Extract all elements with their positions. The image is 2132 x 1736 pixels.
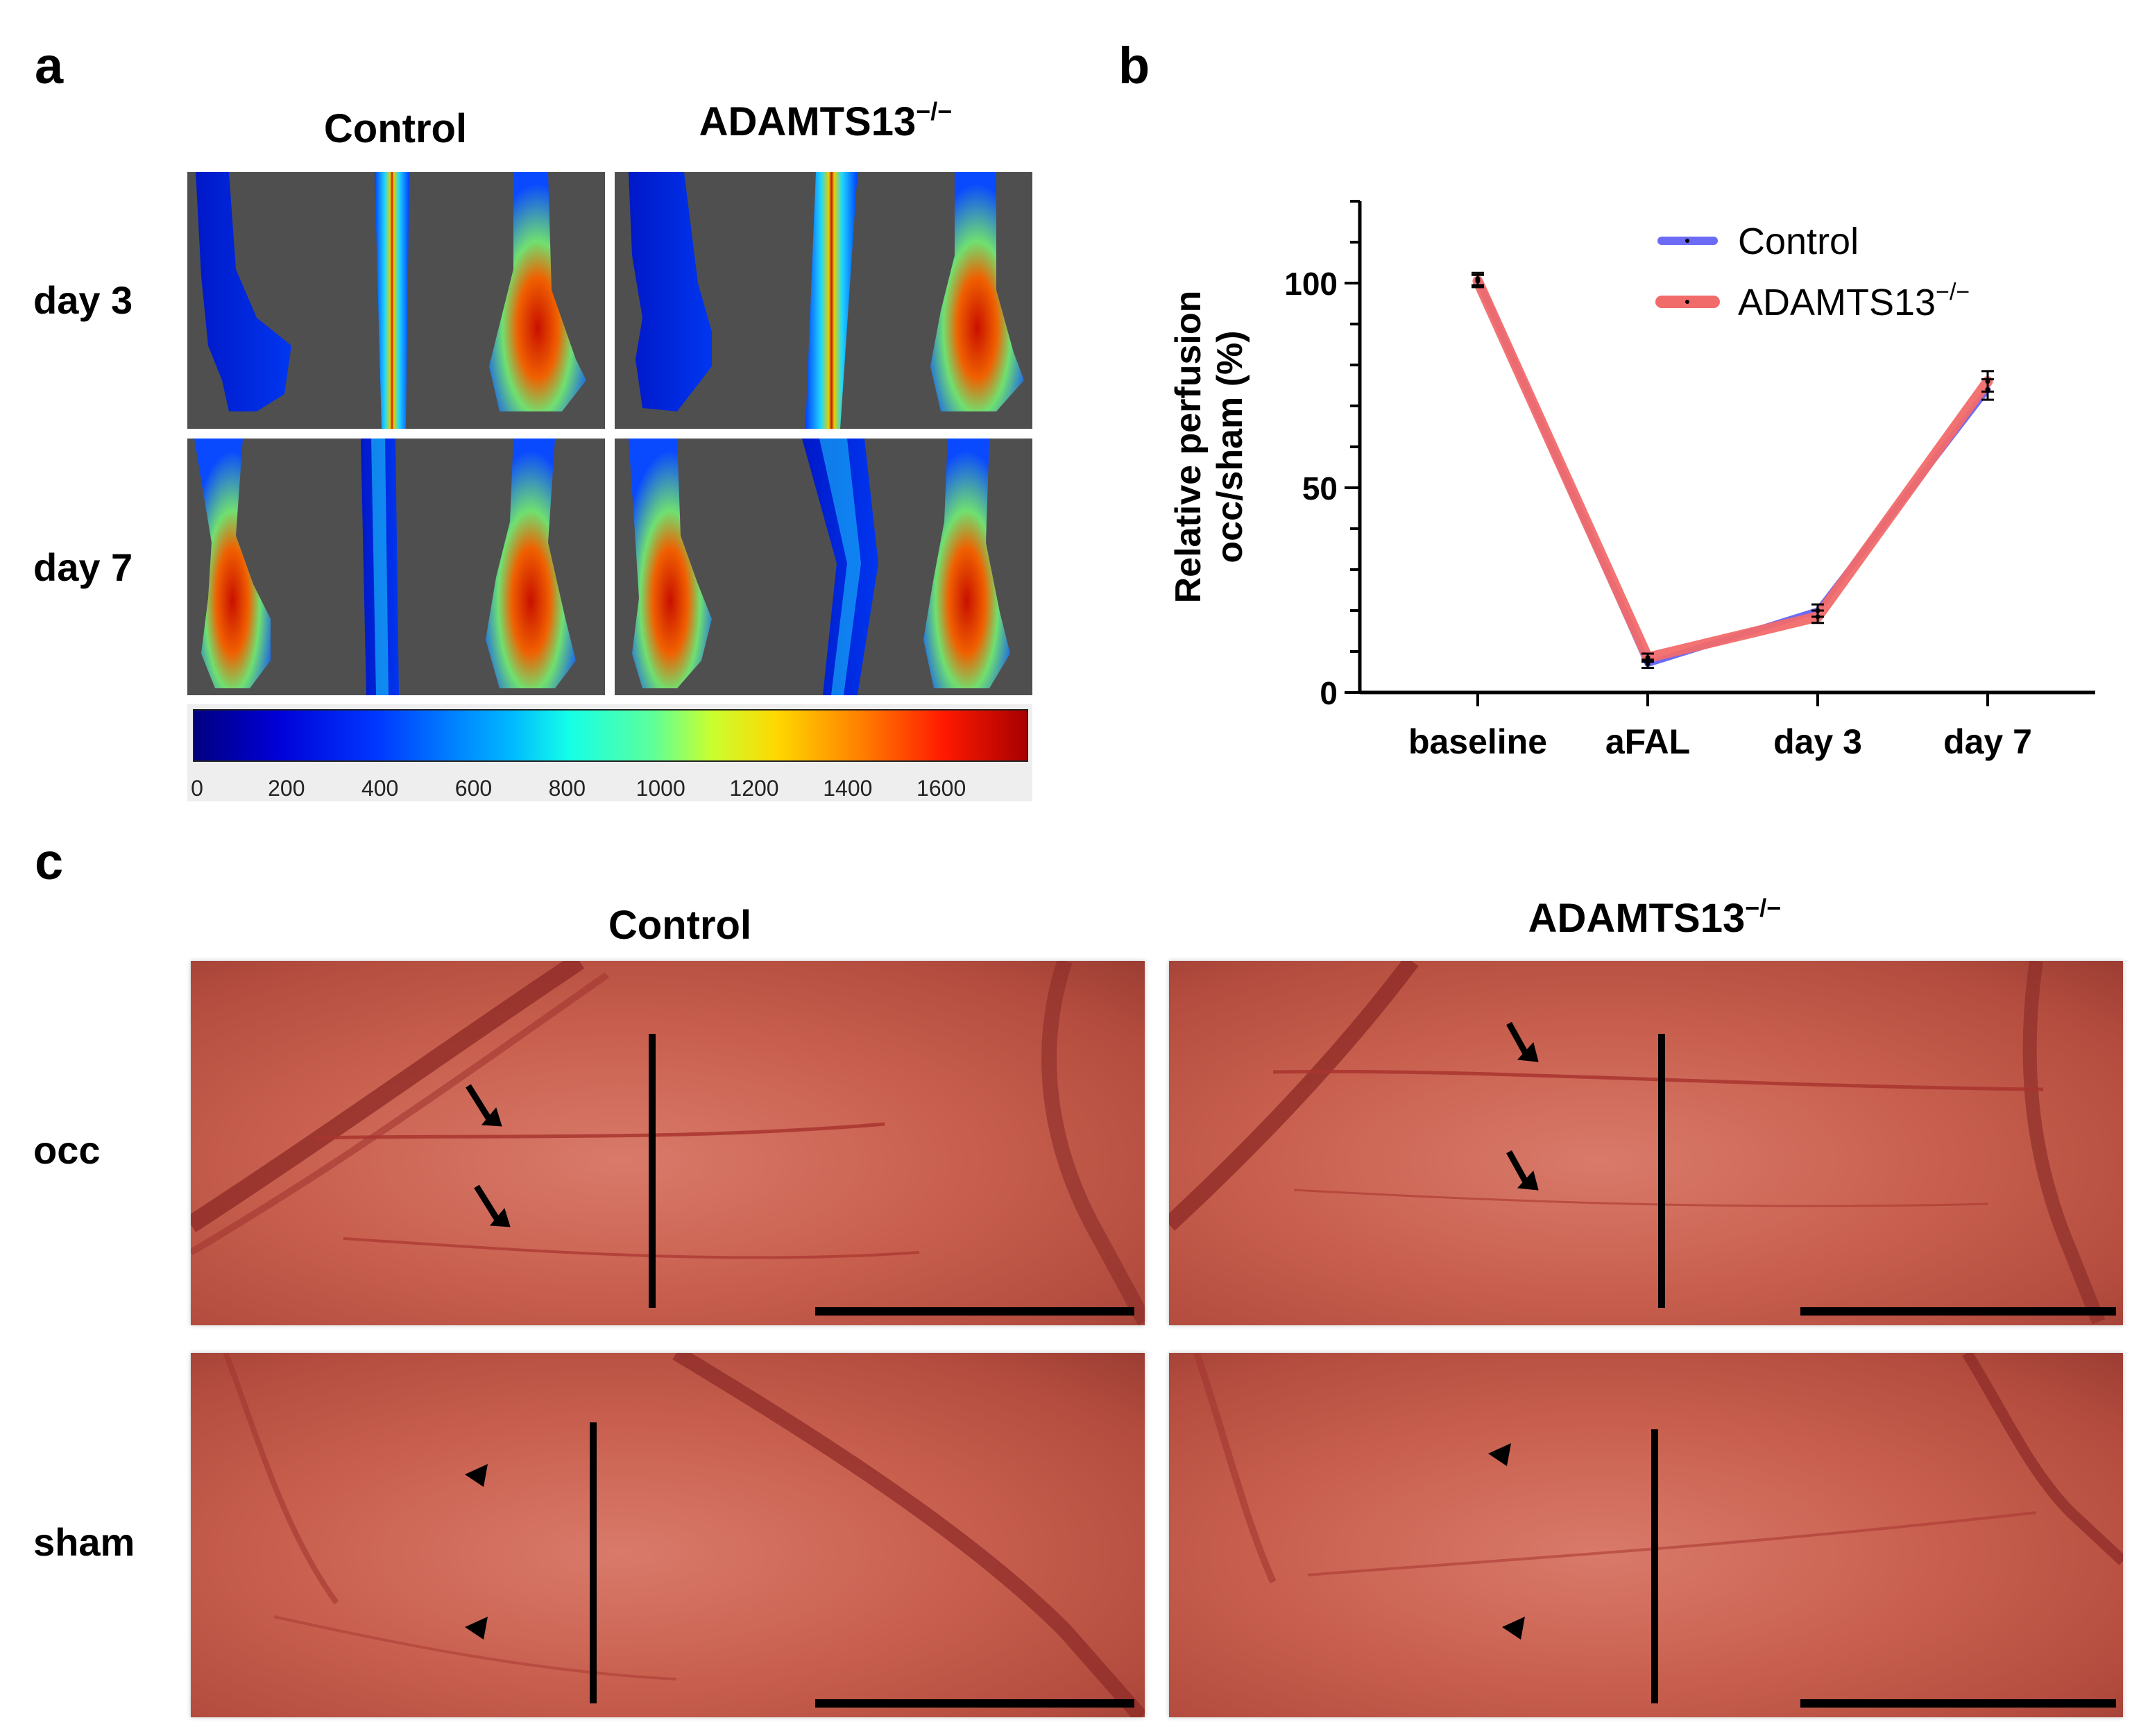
panel-c-letter: c xyxy=(35,833,64,890)
ldi-control-day7-image xyxy=(194,439,576,695)
photo-ko-occ xyxy=(1169,961,2123,1325)
colorbar-tick-label: 1400 xyxy=(823,776,873,801)
photo-ko-sham-image xyxy=(1193,1353,2123,1708)
arrowhead-icon xyxy=(465,1464,488,1487)
panel-c-col-ko-sup: −/− xyxy=(1745,894,1782,922)
legend-label-text: Control xyxy=(1738,221,1859,262)
photo-control-sham xyxy=(191,1353,1145,1717)
colorbar-tick-label: 1600 xyxy=(916,776,966,801)
ldi-control-day3-image xyxy=(196,172,586,429)
panel-c-col-ko: ADAMTS13−/− xyxy=(1429,894,1880,942)
arrow-icon xyxy=(466,1084,502,1127)
colorbar-tick-label: 200 xyxy=(268,776,305,801)
perfusion-chart: 0 50 100 baseline aFAL day 3 day 7 Relative per… xyxy=(1168,200,2095,761)
arrow-icon xyxy=(474,1184,511,1227)
ldi-ko-day3-image xyxy=(629,172,1024,429)
x-tick-label: baseline xyxy=(1408,722,1547,761)
ldi-ko-day7 xyxy=(615,439,1032,695)
panel-a-col-ko: ADAMTS13−/− xyxy=(617,97,1034,145)
x-tick-label: day 3 xyxy=(1773,722,1862,761)
photo-ko-sham xyxy=(1169,1353,2123,1717)
data-point xyxy=(1985,379,1990,384)
series-line-adamts13 xyxy=(1472,275,1993,663)
y-tick-label: 50 xyxy=(1302,470,1338,507)
arrowhead-icon xyxy=(465,1617,488,1640)
y-axis-label: Relative perfusionocc/sham (%) xyxy=(1168,291,1250,604)
photo-control-occ-image xyxy=(191,961,1145,1325)
legend-label-text: ADAMTS13 xyxy=(1738,282,1936,323)
colorbar-tick-label: 600 xyxy=(454,776,493,801)
panel-a-letter: a xyxy=(35,37,64,94)
panel-c-row-sham: sham xyxy=(33,1520,135,1564)
colorbar-tick-label: 400 xyxy=(361,776,399,801)
data-point xyxy=(1475,278,1481,284)
x-tick-label: day 7 xyxy=(1943,722,2032,761)
colorbar xyxy=(193,709,1028,762)
panel-c-col-control: Control xyxy=(608,903,752,948)
panel-a-row-day3: day 3 xyxy=(33,278,133,322)
panel-c-col-ko-label: ADAMTS13 xyxy=(1528,896,1746,941)
x-tick-label: aFAL xyxy=(1605,722,1690,761)
y-tick-label: 0 xyxy=(1320,675,1338,711)
colorbar-tick-label: 1200 xyxy=(729,776,779,801)
y-axis-label-line2: occ/sham (%) xyxy=(1210,330,1250,563)
ldi-ko-day3 xyxy=(615,172,1032,429)
colorbar-tick-label: 1000 xyxy=(636,776,685,801)
ldi-ko-day7-image xyxy=(629,439,1010,695)
data-point xyxy=(1645,655,1651,661)
y-axis-label-line1: Relative perfusion xyxy=(1168,291,1209,604)
legend-marker xyxy=(1685,239,1689,243)
arrow-icon xyxy=(1506,1021,1539,1062)
photo-control-occ xyxy=(191,961,1145,1325)
legend-label: ADAMTS13−/− xyxy=(1738,279,1970,323)
legend-label-sup: −/− xyxy=(1936,279,1970,305)
legend-marker xyxy=(1685,300,1689,304)
arrow-icon xyxy=(1506,1150,1539,1191)
arrowhead-icon xyxy=(1502,1617,1525,1640)
legend-label: Control xyxy=(1738,221,1859,262)
y-tick-label: 100 xyxy=(1284,266,1338,302)
data-point xyxy=(1815,614,1820,620)
panel-a-col-ko-sup: −/− xyxy=(916,97,953,126)
panel-a-col-ko-label: ADAMTS13 xyxy=(699,99,916,144)
panel-a-row-day7: day 7 xyxy=(33,545,133,589)
photo-control-sham-image xyxy=(223,1353,1145,1717)
series-line-control xyxy=(1474,275,1991,667)
photo-ko-occ-image xyxy=(1169,961,2116,1325)
panel-c-row-occ: occ xyxy=(33,1128,101,1172)
colorbar-tick-label: 800 xyxy=(548,776,586,801)
colorbar-tick-label: 0 xyxy=(191,776,203,801)
arrowhead-icon xyxy=(1488,1443,1511,1466)
ldi-control-day7 xyxy=(187,439,605,695)
panel-b-letter: b xyxy=(1118,37,1150,94)
panel-a-col-control: Control xyxy=(323,106,468,151)
ldi-control-day3 xyxy=(187,172,605,429)
